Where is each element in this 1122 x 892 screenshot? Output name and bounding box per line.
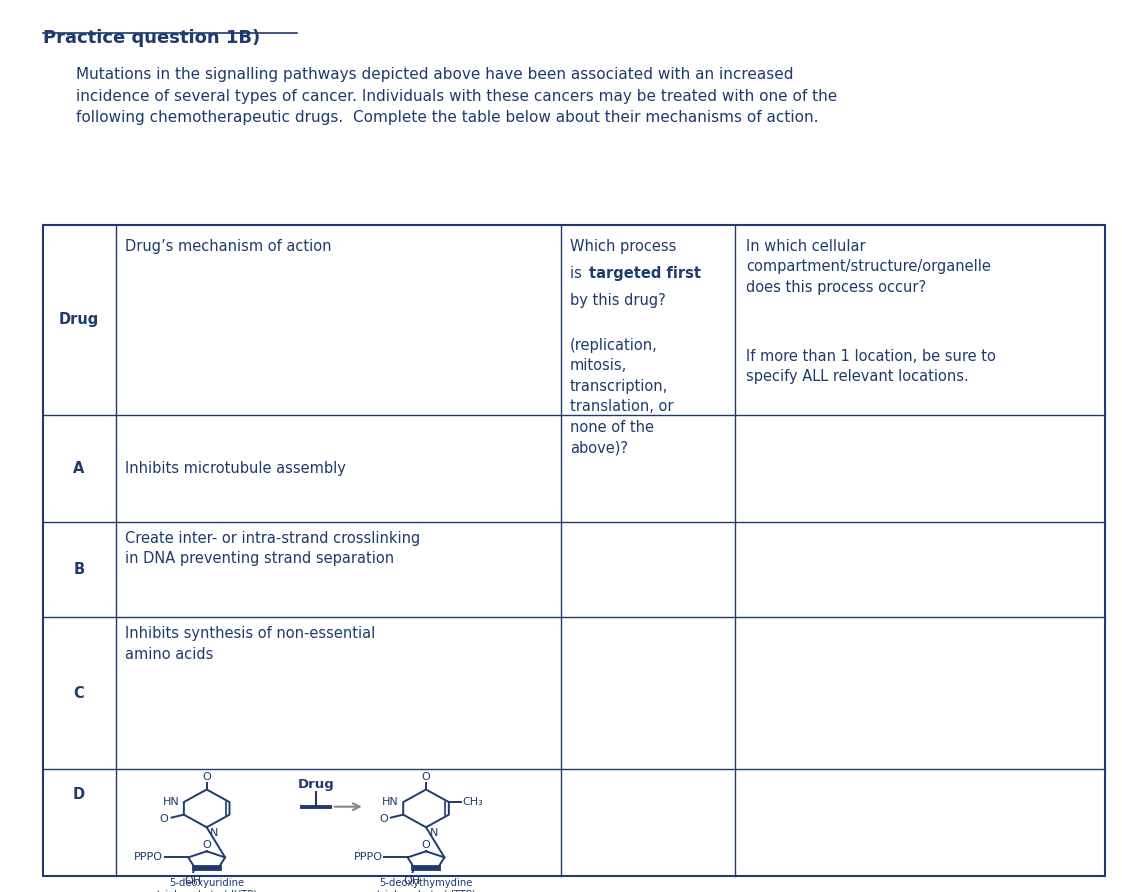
Text: Inhibits synthesis of non-essential
amino acids: Inhibits synthesis of non-essential amin…: [125, 626, 375, 662]
Text: PPPO: PPPO: [353, 853, 383, 863]
Text: Create inter- or intra-strand crosslinking
in DNA preventing strand separation: Create inter- or intra-strand crosslinki…: [125, 531, 420, 566]
Text: O: O: [422, 839, 431, 849]
Text: O: O: [202, 839, 211, 849]
Text: 5-deoxyuridine
triphosphate (dUTP): 5-deoxyuridine triphosphate (dUTP): [157, 878, 257, 892]
Text: HN: HN: [163, 797, 180, 807]
Text: O: O: [379, 814, 388, 823]
Text: If more than 1 location, be sure to
specify ALL relevant locations.: If more than 1 location, be sure to spec…: [746, 349, 996, 384]
Text: Which process: Which process: [570, 239, 677, 254]
Text: O: O: [159, 814, 168, 823]
Text: HN: HN: [383, 797, 398, 807]
Text: D: D: [73, 787, 85, 802]
Text: Drug’s mechanism of action: Drug’s mechanism of action: [125, 239, 331, 254]
Text: is: is: [570, 266, 587, 281]
Text: N: N: [430, 829, 438, 838]
Bar: [43, 225, 1105, 876]
Text: OH: OH: [184, 876, 201, 887]
Text: OH: OH: [403, 876, 421, 887]
Text: O: O: [202, 772, 211, 781]
Text: In which cellular
compartment/structure/organelle
does this process occur?: In which cellular compartment/structure/…: [746, 239, 991, 295]
Text: CH₃: CH₃: [463, 797, 484, 807]
Text: Mutations in the signalling pathways depicted above have been associated with an: Mutations in the signalling pathways dep…: [76, 67, 837, 125]
Text: N: N: [210, 829, 219, 838]
Text: targeted first: targeted first: [589, 266, 701, 281]
Text: Inhibits microtubule assembly: Inhibits microtubule assembly: [125, 461, 346, 475]
Text: 5-deoxythymydine
triphosphate (dTTP): 5-deoxythymydine triphosphate (dTTP): [377, 878, 476, 892]
Text: Practice question 1B): Practice question 1B): [43, 29, 260, 46]
Text: C: C: [74, 686, 84, 700]
Text: by this drug?: by this drug?: [570, 293, 665, 308]
Text: (replication,
mitosis,
transcription,
translation, or
none of the
above)?: (replication, mitosis, transcription, tr…: [570, 338, 673, 455]
Text: Drug: Drug: [59, 312, 99, 327]
Text: B: B: [74, 562, 84, 577]
Text: O: O: [422, 772, 431, 781]
Text: Drug: Drug: [298, 779, 334, 791]
Text: A: A: [73, 461, 85, 475]
Text: PPPO: PPPO: [135, 853, 163, 863]
